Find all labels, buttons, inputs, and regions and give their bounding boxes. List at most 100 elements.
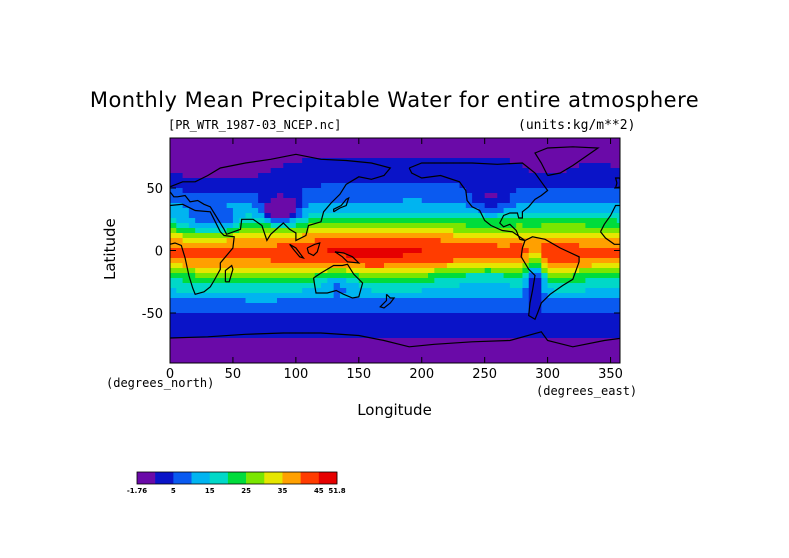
heatmap-cell [421,298,429,304]
heatmap-cell [478,238,486,244]
heatmap-cell [490,233,498,239]
heatmap-cell [188,238,196,244]
heatmap-cell [478,208,486,214]
heatmap-cell [346,298,354,304]
heatmap-cell [610,308,618,314]
heatmap-cell [220,138,228,144]
heatmap-cell [465,358,473,363]
heatmap-cell [572,333,580,339]
heatmap-cell [560,153,568,159]
heatmap-cell [572,318,580,324]
heatmap-cell [214,148,221,154]
heatmap-cell [547,168,555,174]
heatmap-cell [283,173,291,179]
heatmap-cell [283,148,291,154]
heatmap-cell [207,223,215,229]
heatmap-cell [371,303,379,309]
heatmap-cell [201,228,209,234]
heatmap-cell [585,198,593,204]
heatmap-cell [597,308,605,314]
heatmap-cell [182,158,190,164]
heatmap-cell [535,233,542,239]
heatmap-cell [283,308,291,314]
heatmap-cell [207,238,215,244]
heatmap-cell [402,203,410,209]
heatmap-cell [352,148,360,154]
heatmap-cell [566,298,574,304]
heatmap-cell [333,248,341,254]
heatmap-cell [604,268,612,274]
heatmap-cell [333,268,341,274]
heatmap-cell [226,193,234,199]
heatmap-cell [220,308,228,314]
heatmap-cell [251,348,259,354]
heatmap-cell [409,198,417,204]
heatmap-cell [195,218,203,224]
heatmap-cell [446,243,454,249]
heatmap-cell [214,163,221,169]
heatmap-cell [490,248,498,254]
heatmap-cell [616,233,620,239]
heatmap-cell [314,233,322,239]
heatmap-cell [283,178,291,184]
heatmap-cell [182,293,190,299]
heatmap-cell [201,163,209,169]
heatmap-cell [597,233,605,239]
heatmap-cell [383,228,391,234]
heatmap-cell [245,328,253,334]
heatmap-cell [327,308,335,314]
heatmap-cell [490,333,498,339]
heatmap-cell [516,193,524,199]
heatmap-cell [245,243,253,249]
heatmap-cell [522,208,530,214]
heatmap-cell [503,273,511,279]
heatmap-cell [497,323,505,329]
heatmap-cell [377,343,385,349]
heatmap-cell [302,348,310,354]
heatmap-cell [201,348,209,354]
heatmap-cell [339,173,347,179]
heatmap-cell [409,183,417,189]
heatmap-cell [283,228,291,234]
heatmap-cell [497,168,505,174]
heatmap-cell [333,153,341,159]
heatmap-cell [302,318,310,324]
heatmap-cell [541,178,549,184]
heatmap-cell [276,188,284,194]
heatmap-cell [302,173,310,179]
heatmap-cell [295,298,303,304]
heatmap-cell [597,223,605,229]
heatmap-cell [547,273,555,279]
heatmap-cell [327,238,335,244]
heatmap-cell [566,203,574,209]
heatmap-cell [579,198,586,204]
heatmap-cell [308,208,316,214]
heatmap-cell [528,208,536,214]
heatmap-cell [572,283,580,289]
heatmap-cell [251,353,259,359]
heatmap-cell [270,268,278,274]
heatmap-cell [509,248,517,254]
heatmap-cell [478,223,486,229]
heatmap-cell [553,188,561,194]
heatmap-cell [352,318,360,324]
coastline-australia [312,263,364,299]
heatmap-cell [258,308,265,314]
heatmap-cell [528,253,536,259]
heatmap-cell [170,238,177,244]
heatmap-cell [396,338,404,344]
heatmap-cell [302,253,310,259]
heatmap-cell [490,203,498,209]
heatmap-cell [591,328,599,334]
heatmap-cell [472,158,479,164]
heatmap-cell [428,158,435,164]
heatmap-cell [214,353,221,359]
heatmap-cell [170,168,177,174]
heatmap-cell [232,323,240,329]
heatmap-cell [214,343,221,349]
heatmap-cell [453,188,461,194]
heatmap-cell [597,158,605,164]
heatmap-cell [616,328,620,334]
heatmap-cell [314,193,322,199]
heatmap-cell [516,353,524,359]
